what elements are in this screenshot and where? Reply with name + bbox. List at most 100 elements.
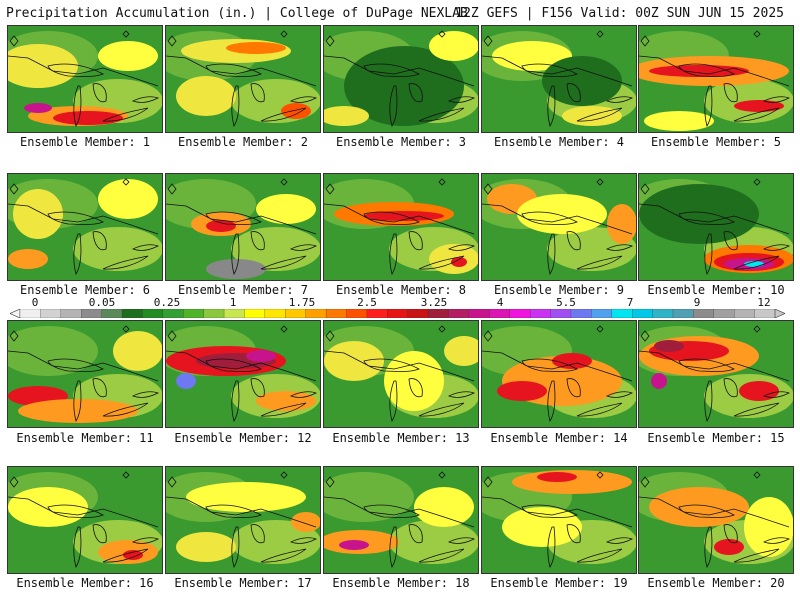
ensemble-member-label: Ensemble Member: 20: [647, 576, 785, 590]
border-marker: [483, 330, 493, 342]
colorbar-tick-label: 0.05: [88, 296, 116, 309]
colorbar-swatch: [142, 309, 164, 318]
precip-contour: [389, 520, 478, 564]
colorbar-swatch: [468, 309, 490, 318]
lake-michigan: [547, 233, 556, 275]
colorbar-tick-label: 7: [626, 296, 634, 309]
border-line: [324, 496, 475, 528]
lake-superior: [205, 211, 262, 225]
precip-contour: [231, 520, 320, 564]
precip-contour: [231, 227, 320, 271]
ensemble-member-map: [165, 25, 321, 133]
ensemble-member-label: Ensemble Member: 9: [493, 283, 625, 297]
border-line: [639, 350, 790, 382]
precip-contour: [176, 373, 196, 389]
border-marker: [167, 183, 177, 195]
precip-contour: [414, 487, 474, 527]
ensemble-member-map: [7, 173, 163, 281]
colorbar-tick-label: 9: [693, 296, 701, 309]
lake-superior: [47, 211, 104, 225]
ensemble-member-label: Ensemble Member: 16: [16, 576, 154, 590]
lake-erie: [102, 255, 149, 270]
lake-michigan: [73, 233, 82, 275]
member-map-svg: [482, 26, 636, 132]
precip-contour: [644, 111, 714, 131]
lake-superior: [521, 211, 578, 225]
lake-superior: [363, 358, 420, 372]
lake-superior: [363, 63, 420, 77]
lake-ontario: [447, 391, 475, 398]
member-map-svg: [324, 26, 478, 132]
member-map-svg: [639, 467, 793, 573]
ensemble-member-map: [323, 320, 479, 428]
colorbar-svg: [10, 309, 785, 318]
ensemble-member-map: [7, 466, 163, 574]
lake-michigan: [231, 85, 240, 127]
ensemble-member-map: [481, 320, 637, 428]
lake-michigan: [704, 380, 713, 422]
precip-contour: [429, 31, 478, 61]
colorbar-tick-label: 1: [229, 296, 237, 309]
lake-huron: [723, 231, 738, 251]
colorbar-swatch: [734, 309, 756, 318]
lake-superior: [678, 211, 735, 225]
colorbar-swatch: [325, 309, 348, 318]
lake-erie: [418, 107, 465, 122]
member-map-svg: [166, 26, 320, 132]
border-marker: [640, 183, 650, 195]
border-marker: [438, 178, 446, 186]
lake-superior: [47, 63, 104, 77]
colorbar-swatch: [754, 309, 776, 318]
member-map-svg: [639, 26, 793, 132]
border-line: [324, 203, 475, 235]
border-marker: [483, 35, 493, 47]
precip-contour: [8, 326, 98, 376]
precip-contour: [651, 373, 667, 389]
colorbar-swatch: [183, 309, 205, 318]
colorbar-swatch: [448, 309, 470, 318]
colorbar-swatch: [693, 309, 715, 318]
lake-superior: [205, 504, 262, 518]
border-line: [166, 203, 317, 235]
ensemble-member-map: [165, 173, 321, 281]
lake-michigan: [389, 526, 398, 568]
precip-contour: [444, 336, 478, 366]
ensemble-member-label: Ensemble Member: 3: [335, 135, 467, 149]
ensemble-member-map: [638, 466, 794, 574]
border-marker: [325, 476, 335, 488]
precip-contour: [542, 56, 622, 106]
lake-erie: [576, 107, 623, 122]
lake-huron: [408, 231, 423, 251]
precip-contour: [537, 472, 577, 482]
precip-contour: [18, 399, 138, 423]
member-map-svg: [8, 467, 162, 573]
border-marker: [753, 325, 761, 333]
colorbar-swatch: [60, 309, 82, 318]
colorbar-swatch: [427, 309, 450, 318]
colorbar-swatch: [121, 309, 144, 318]
lake-superior: [47, 358, 104, 372]
border-marker: [483, 476, 493, 488]
colorbar-swatch: [81, 309, 103, 318]
border-marker: [640, 330, 650, 342]
ensemble-member-map: [323, 25, 479, 133]
ensemble-member-label: Ensemble Member: 2: [177, 135, 309, 149]
precip-contour: [324, 106, 369, 126]
lake-huron: [250, 83, 265, 103]
colorbar-swatch: [611, 309, 633, 318]
member-map-svg: [166, 467, 320, 573]
colorbar-swatch: [570, 309, 593, 318]
precip-colorbar: [10, 309, 785, 318]
ensemble-member-label: Ensemble Member: 14: [490, 431, 628, 445]
border-marker: [9, 330, 19, 342]
colorbar-tick-label: 0: [31, 296, 39, 309]
precip-contour: [744, 497, 793, 557]
lake-erie: [418, 402, 465, 417]
colorbar-swatch: [509, 309, 531, 318]
lake-michigan: [547, 526, 556, 568]
member-map-svg: [8, 321, 162, 427]
precip-contour: [339, 540, 369, 550]
border-marker: [640, 35, 650, 47]
colorbar-swatch: [285, 309, 307, 318]
lake-erie: [260, 107, 307, 122]
